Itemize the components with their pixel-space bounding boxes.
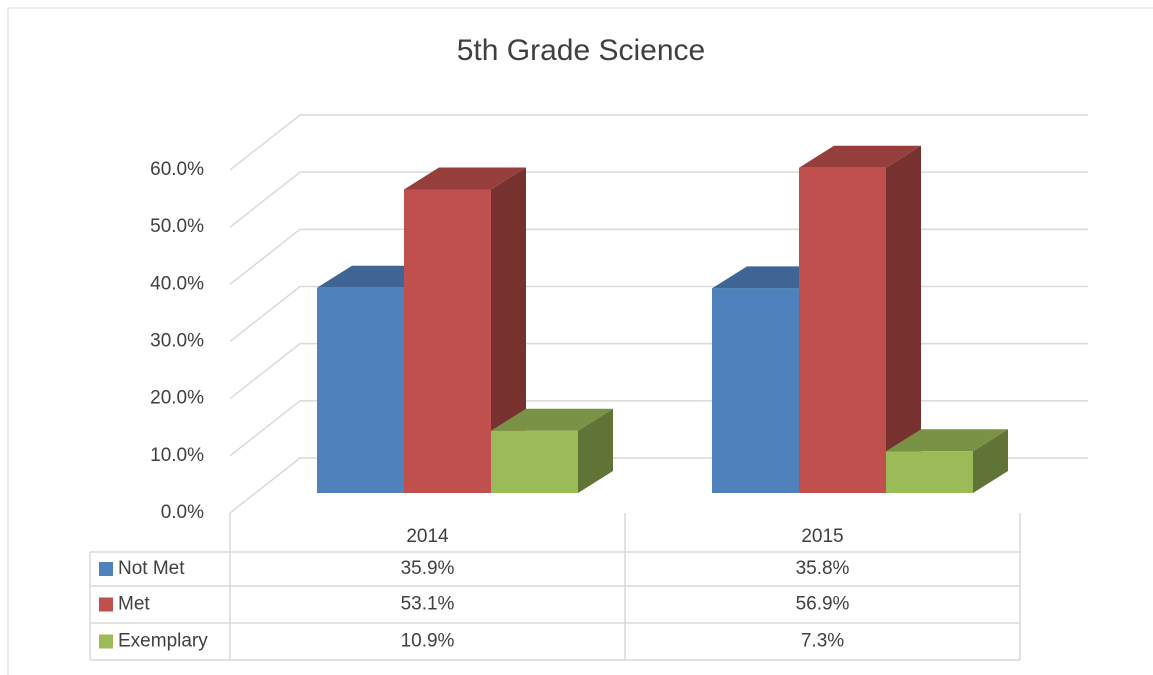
bar-side (578, 408, 613, 493)
table-value: 35.8% (796, 558, 850, 579)
legend-swatch (99, 597, 113, 612)
y-tick-label: 30.0% (150, 331, 204, 352)
bar-front (404, 189, 491, 493)
bar-front (491, 430, 578, 493)
bar-top (886, 429, 1008, 452)
bar-side (491, 167, 526, 493)
y-tick-label: 20.0% (150, 388, 204, 409)
bar (491, 408, 613, 493)
bar (404, 167, 526, 493)
chart-title: 5th Grade Science (457, 34, 705, 67)
bar-top (799, 145, 921, 168)
y-tick-label: 60.0% (150, 159, 204, 180)
bar-side (973, 429, 1008, 493)
table-value: 35.9% (401, 558, 455, 579)
table-value: 56.9% (796, 594, 850, 615)
bar-side (886, 145, 921, 493)
table-value: 53.1% (401, 594, 455, 615)
bar-top (491, 408, 613, 431)
table-value: 10.9% (401, 631, 455, 652)
bar (886, 429, 1008, 493)
bar-front (317, 287, 404, 493)
chart-border (7, 7, 1153, 675)
grid-line (229, 171, 1088, 228)
y-tick-label: 10.0% (150, 445, 204, 466)
table-value: 7.3% (801, 631, 844, 652)
legend-label: Not Met (118, 558, 185, 579)
bar (799, 145, 921, 493)
bar-front (886, 451, 973, 493)
legend-swatch (99, 562, 113, 576)
bar-front (712, 288, 799, 493)
legend-swatch (99, 634, 113, 649)
x-tick-label: 2015 (801, 526, 843, 547)
bar-front (799, 167, 886, 493)
legend-label: Exemplary (118, 631, 208, 652)
y-tick-label: 50.0% (150, 216, 204, 237)
bar-top (404, 167, 526, 190)
x-tick-label: 2014 (406, 526, 449, 547)
legend-label: Met (118, 594, 150, 615)
y-tick-label: 40.0% (150, 273, 204, 294)
y-tick-label: 0.0% (161, 502, 204, 523)
grid-line (229, 114, 1088, 171)
